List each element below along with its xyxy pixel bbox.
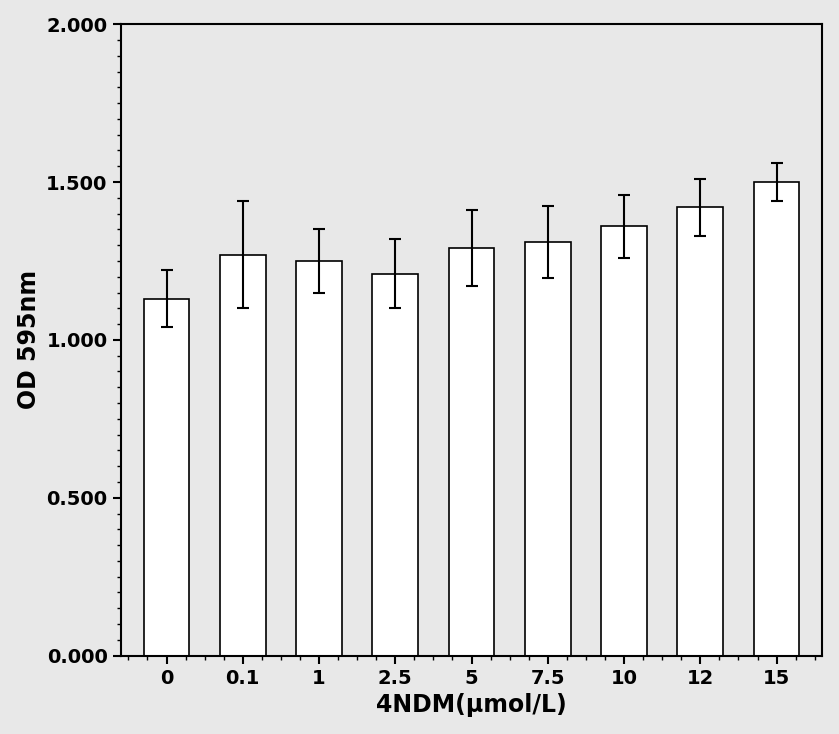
Bar (296, 261, 342, 655)
Bar (753, 182, 800, 655)
Bar (373, 274, 418, 655)
Bar (449, 248, 494, 655)
Bar (677, 207, 723, 655)
X-axis label: 4NDM(μmol/L): 4NDM(μmol/L) (376, 694, 567, 717)
Bar (143, 299, 190, 655)
Y-axis label: OD 595nm: OD 595nm (17, 270, 40, 410)
Bar (525, 242, 571, 655)
Bar (220, 255, 266, 655)
Bar (602, 226, 647, 655)
